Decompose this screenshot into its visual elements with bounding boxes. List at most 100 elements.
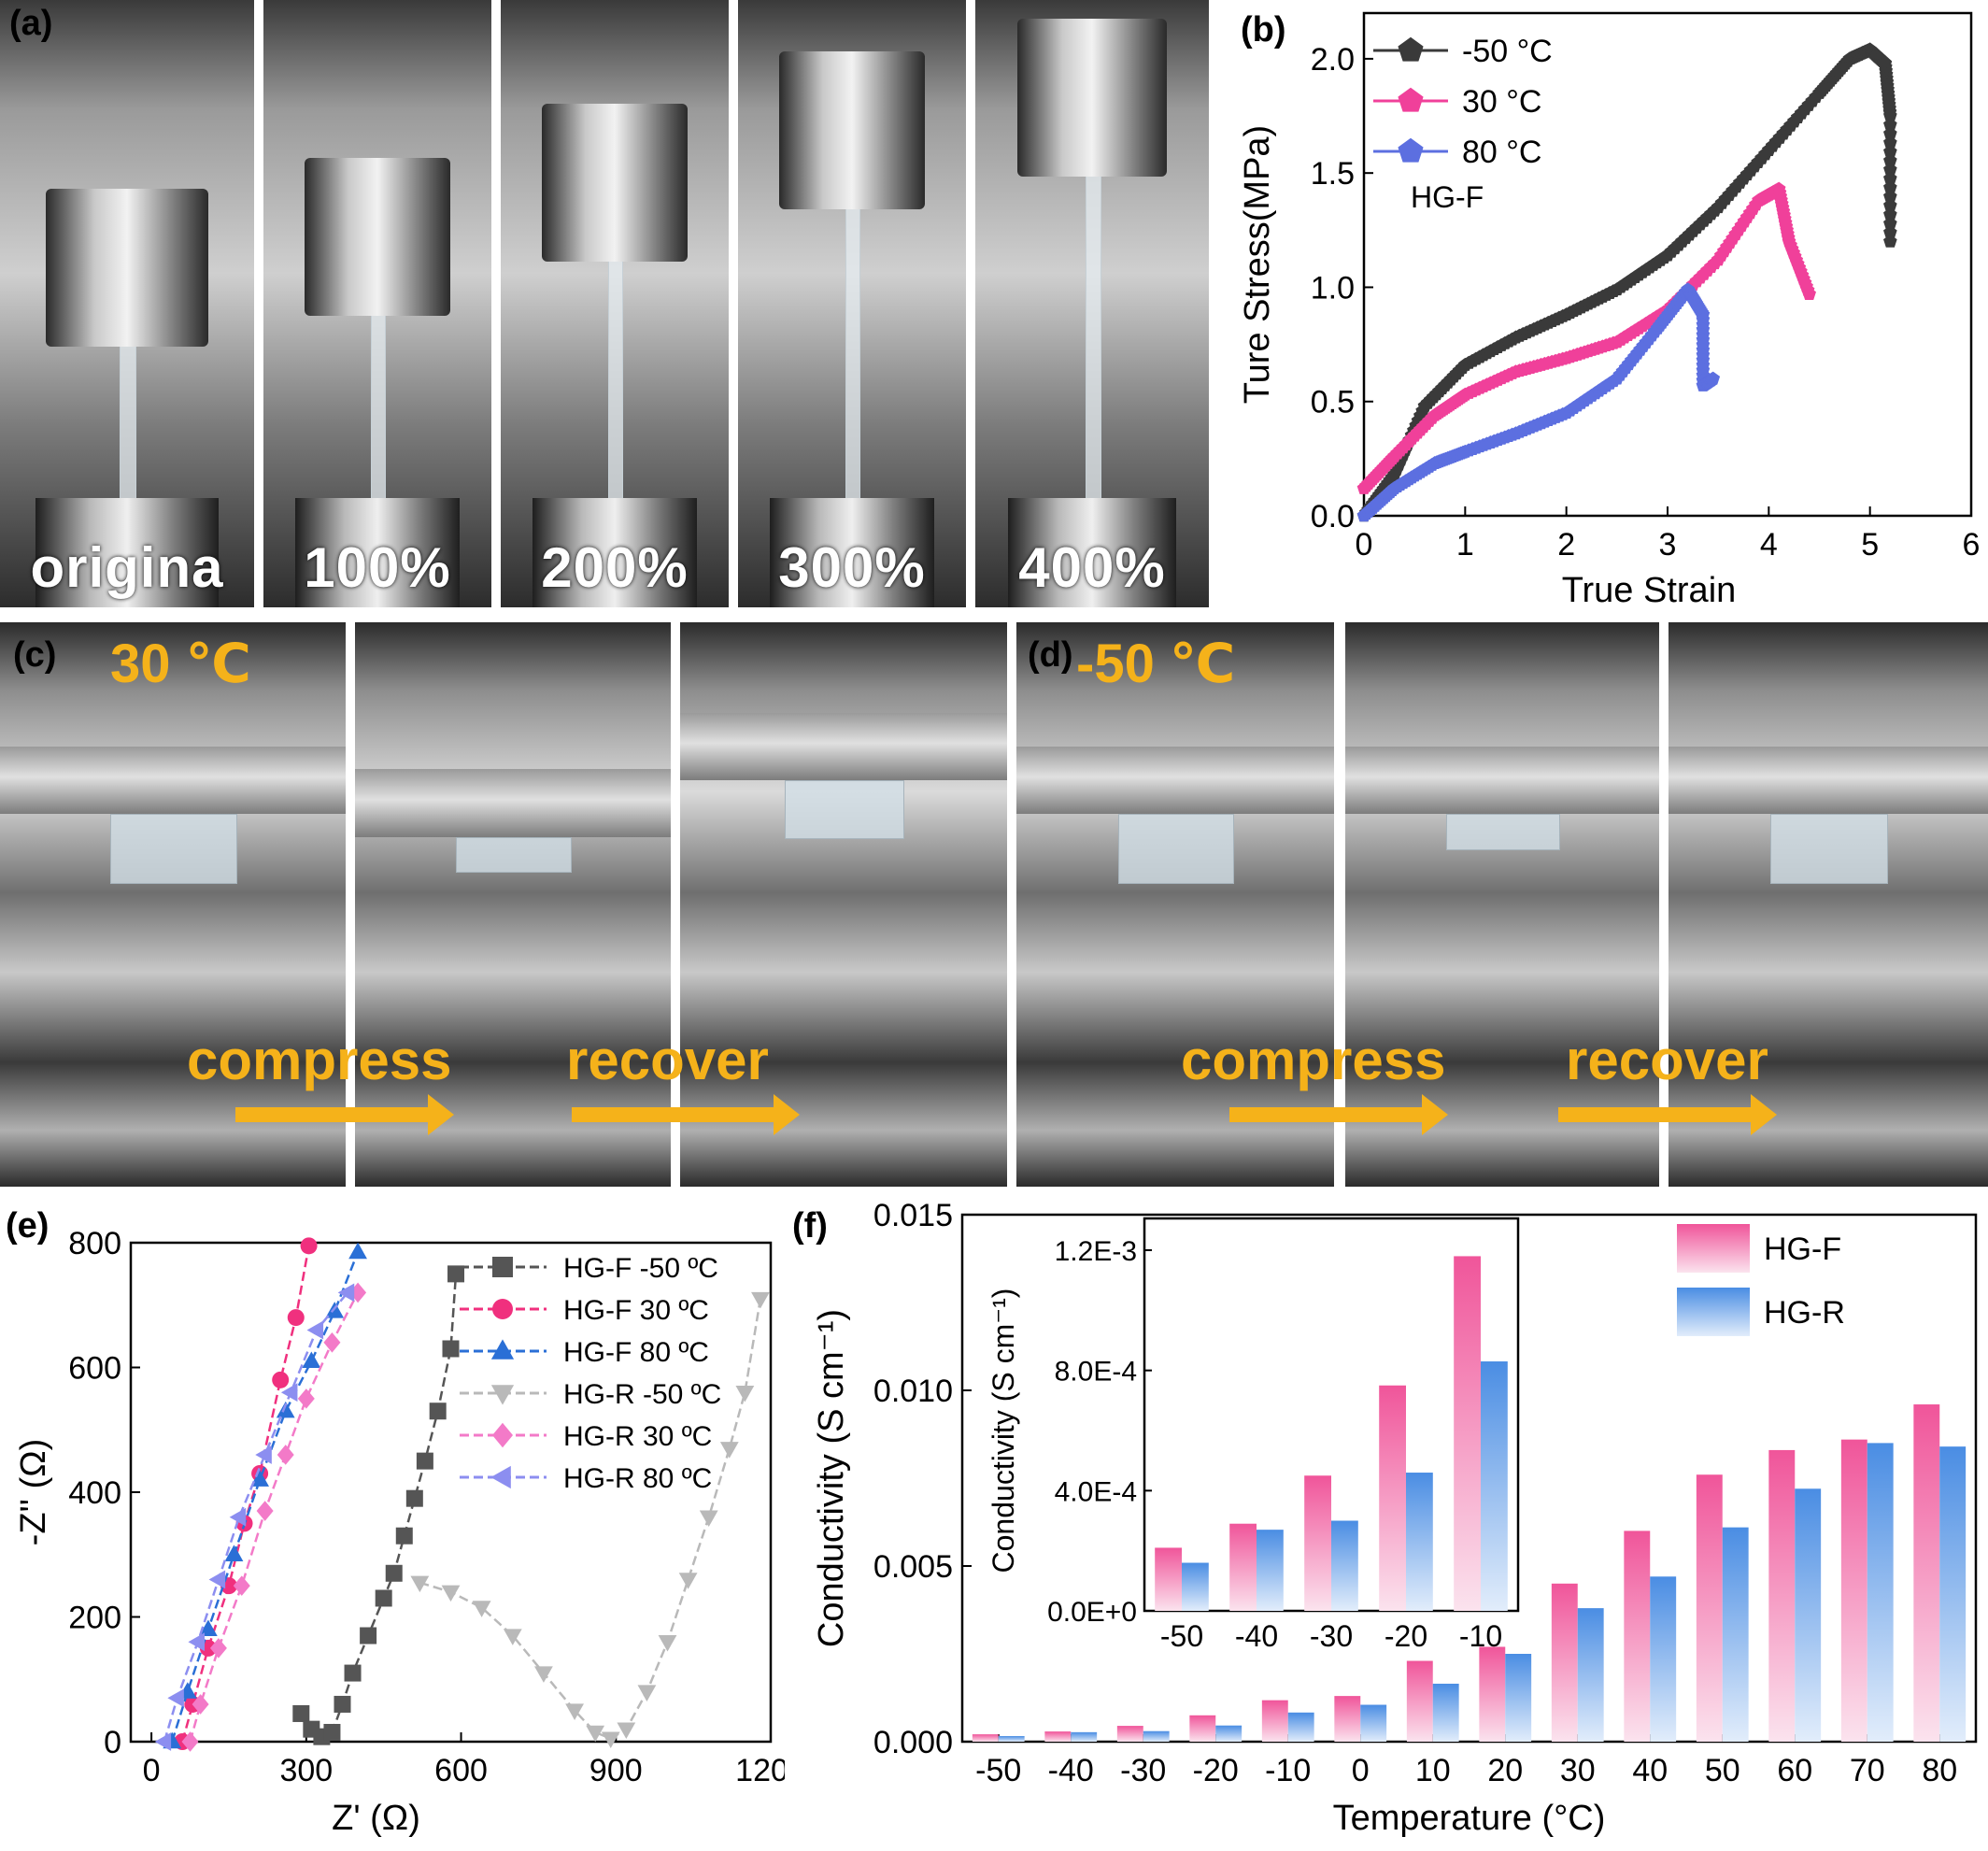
legend-marker [492, 1422, 513, 1448]
x-tick-label: 2 [1557, 527, 1575, 562]
data-point [441, 1585, 461, 1602]
x-tick-label: -40 [1048, 1753, 1094, 1788]
lower-grip [770, 498, 934, 607]
data-point [256, 1501, 274, 1521]
bar [1261, 1700, 1288, 1742]
panel-c-recover-label: recover [566, 1029, 769, 1091]
panel-c-recover-arrow [572, 1094, 800, 1135]
legend-marker [490, 1339, 515, 1360]
x-tick-label: -50 [975, 1753, 1021, 1788]
panel-d-recover-arrow [1558, 1094, 1777, 1135]
compression-plate [680, 712, 1007, 781]
bar [1334, 1696, 1361, 1742]
data-point [719, 1442, 739, 1459]
annotation-hg-f: HG-F [1411, 180, 1484, 214]
panel-d-temperature: -50 ℃ [1076, 634, 1236, 694]
tensile-photo-4: 400% [975, 0, 1209, 607]
data-point [1883, 135, 1897, 150]
panel-c-compress-label: compress [187, 1029, 452, 1091]
bar [1939, 1446, 1967, 1742]
y-tick-label: 800 [68, 1226, 121, 1261]
data-point [395, 1527, 413, 1545]
data-point [255, 1445, 272, 1464]
lower-grip [532, 498, 697, 607]
x-tick-label: 4 [1760, 527, 1778, 562]
hydrogel-sample [845, 209, 861, 498]
x-tick-label: 900 [589, 1753, 643, 1788]
compression-photo-3 [1016, 622, 1334, 1187]
legend-marker [1398, 87, 1424, 112]
data-point [344, 1664, 362, 1682]
legend-entry: 30 °C [1462, 84, 1541, 120]
series-5 [154, 1283, 355, 1751]
inset-series-HG-F [1155, 1256, 1481, 1611]
bar [1696, 1474, 1723, 1742]
compression-plate [1016, 746, 1334, 815]
inset-y-tick-label: 1.2E-3 [1055, 1236, 1137, 1267]
panel-a-label: (a) [9, 4, 53, 43]
series-3 [410, 1291, 770, 1749]
tensile-photo-2: 200% [501, 0, 729, 607]
x-tick-label: 10 [1415, 1753, 1451, 1788]
panel-b-label: (b) [1241, 10, 1286, 50]
bar [1624, 1531, 1651, 1742]
data-point [1883, 234, 1897, 248]
legend-marker [1398, 137, 1424, 163]
tensile-photo-0: origina [0, 0, 254, 607]
inset-x-tick-label: -40 [1235, 1619, 1278, 1653]
inset-y-tick-label: 8.0E-4 [1055, 1357, 1137, 1388]
data-point [586, 1725, 605, 1743]
data-point [601, 1731, 620, 1749]
panel-e-label: (e) [6, 1206, 49, 1246]
bar [1071, 1731, 1098, 1742]
x-tick-label: -30 [1120, 1753, 1166, 1788]
bar [1795, 1488, 1822, 1742]
data-point [1706, 371, 1721, 385]
bar [1155, 1547, 1182, 1611]
legend: HG-F HG-R [1677, 1224, 1845, 1336]
data-point [751, 1291, 770, 1309]
y-tick-label: 0.5 [1311, 385, 1355, 420]
x-tick-label: 300 [279, 1753, 333, 1788]
legend-marker [490, 1385, 515, 1405]
x-tick-label: 3 [1659, 527, 1677, 562]
legend-entry: HG-F [1764, 1232, 1841, 1267]
bar [1379, 1385, 1406, 1611]
tensile-photo-3: 300% [738, 0, 966, 607]
bar [1044, 1731, 1072, 1742]
inset-series-HG-R [1182, 1361, 1508, 1611]
inset-y-tick-label: 4.0E-4 [1055, 1476, 1137, 1507]
legend-entry: HG-F 30 ºC [563, 1295, 709, 1326]
bar [1840, 1439, 1867, 1742]
data-point [208, 1570, 226, 1589]
data-point [181, 1731, 199, 1752]
y-tick-label: 0 [104, 1725, 121, 1760]
y-tick-label: 600 [68, 1351, 121, 1387]
data-point [277, 1445, 294, 1465]
strain-label: origina [30, 536, 224, 599]
data-point [1883, 126, 1897, 140]
chart-b-stress-strain: 0 1 2 3 4 5 6 0.0 0.5 1.0 1.5 2.0 True Strain Ture St… [1238, 10, 1980, 610]
y-tick-label: 0.005 [873, 1549, 953, 1585]
compression-plate [1668, 746, 1988, 815]
bar [998, 1735, 1025, 1742]
hydrogel-cylinder [1770, 814, 1888, 884]
bar [1454, 1256, 1481, 1611]
data-point [297, 1388, 315, 1409]
legend: HG-F -50 ºC HG-F 30 ºC HG-F 80 ºC HG-R -50 … [460, 1253, 721, 1494]
legend-entry: HG-R 30 ºC [563, 1421, 712, 1452]
legend-marker [492, 1299, 513, 1319]
data-point [1883, 198, 1897, 212]
compression-photo-2 [680, 622, 1007, 1187]
bar [1406, 1660, 1433, 1742]
legend-entry: HG-F -50 ºC [563, 1253, 718, 1284]
bar [1116, 1726, 1143, 1742]
series-HG-F [972, 1404, 1940, 1742]
data-point [410, 1575, 430, 1593]
lower-grip [36, 498, 219, 607]
data-point [1883, 144, 1897, 158]
hydrogel-sample [1085, 176, 1101, 498]
data-point [154, 1732, 172, 1751]
inset-x-tick-label: -50 [1160, 1619, 1203, 1653]
legend: -50 °C 30 °C 80 °C [1373, 34, 1553, 170]
